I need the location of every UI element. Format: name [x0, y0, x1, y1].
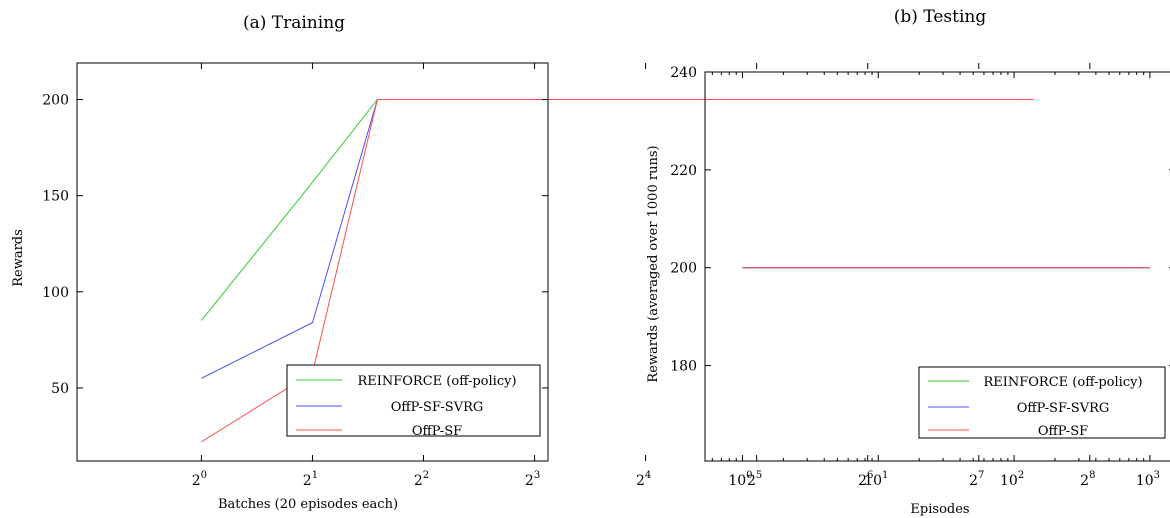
- x-tick-label: 23: [525, 470, 540, 489]
- x-axis-label: Batches (20 episodes each): [218, 497, 398, 512]
- legend-box: [918, 366, 1166, 439]
- y-axis-label: Rewards (averaged over 1000 runs): [646, 145, 661, 382]
- chart-title: (b) Testing: [894, 7, 987, 27]
- x-tick-label: 101: [864, 470, 888, 489]
- y-tick-label: 100: [42, 285, 69, 301]
- x-tick-label: 22: [414, 470, 429, 489]
- chart-title: (a) Training: [243, 13, 345, 33]
- y-tick-label: 150: [42, 189, 69, 205]
- x-axis-label: Episodes: [910, 502, 969, 517]
- x-tick-label: 102: [1000, 470, 1024, 489]
- legend-label-reinforce: REINFORCE (off-policy): [983, 375, 1142, 390]
- legend: REINFORCE (off-policy) OffP-SF-SVRG OffP…: [918, 366, 1166, 439]
- x-tick-label: 24: [636, 470, 651, 489]
- training-chart: (a) Training 20 21 22 23 24 25 26 27 28501001502…: [11, 13, 1095, 512]
- x-tick-label: 20: [192, 470, 207, 489]
- x-tick-label: 27: [969, 470, 984, 489]
- legend-box: [286, 364, 541, 437]
- series-line-offp-sf-svrg: [201, 99, 1034, 379]
- legend-label-offp-sf-svrg: OffP-SF-SVRG: [1017, 401, 1110, 416]
- plot-area: [76, 62, 549, 462]
- x-tick-label: 21: [303, 470, 318, 489]
- legend: REINFORCE (off-policy) OffP-SF-SVRG OffP…: [286, 364, 541, 439]
- y-axis-label: Rewards: [11, 229, 26, 287]
- plot-area: [704, 71, 1170, 462]
- legend-label-offp-sf: OffP-SF: [1038, 424, 1088, 439]
- y-tick-label: 220: [670, 163, 697, 179]
- legend-label-offp-sf-svrg: OffP-SF-SVRG: [391, 400, 484, 415]
- y-tick-label: 200: [42, 93, 69, 109]
- y-tick-label: 180: [670, 359, 697, 375]
- y-tick-label: 240: [670, 65, 697, 81]
- legend-label-offp-sf: OffP-SF: [412, 424, 462, 439]
- y-tick-label: 50: [51, 381, 69, 397]
- y-tick-label: 200: [670, 261, 697, 277]
- x-tick-label: 103: [1136, 470, 1160, 489]
- x-tick-label: 28: [1080, 470, 1095, 489]
- series-line-reinforce-off-policy: [201, 99, 1034, 321]
- legend-label-reinforce: REINFORCE (off-policy): [357, 374, 516, 389]
